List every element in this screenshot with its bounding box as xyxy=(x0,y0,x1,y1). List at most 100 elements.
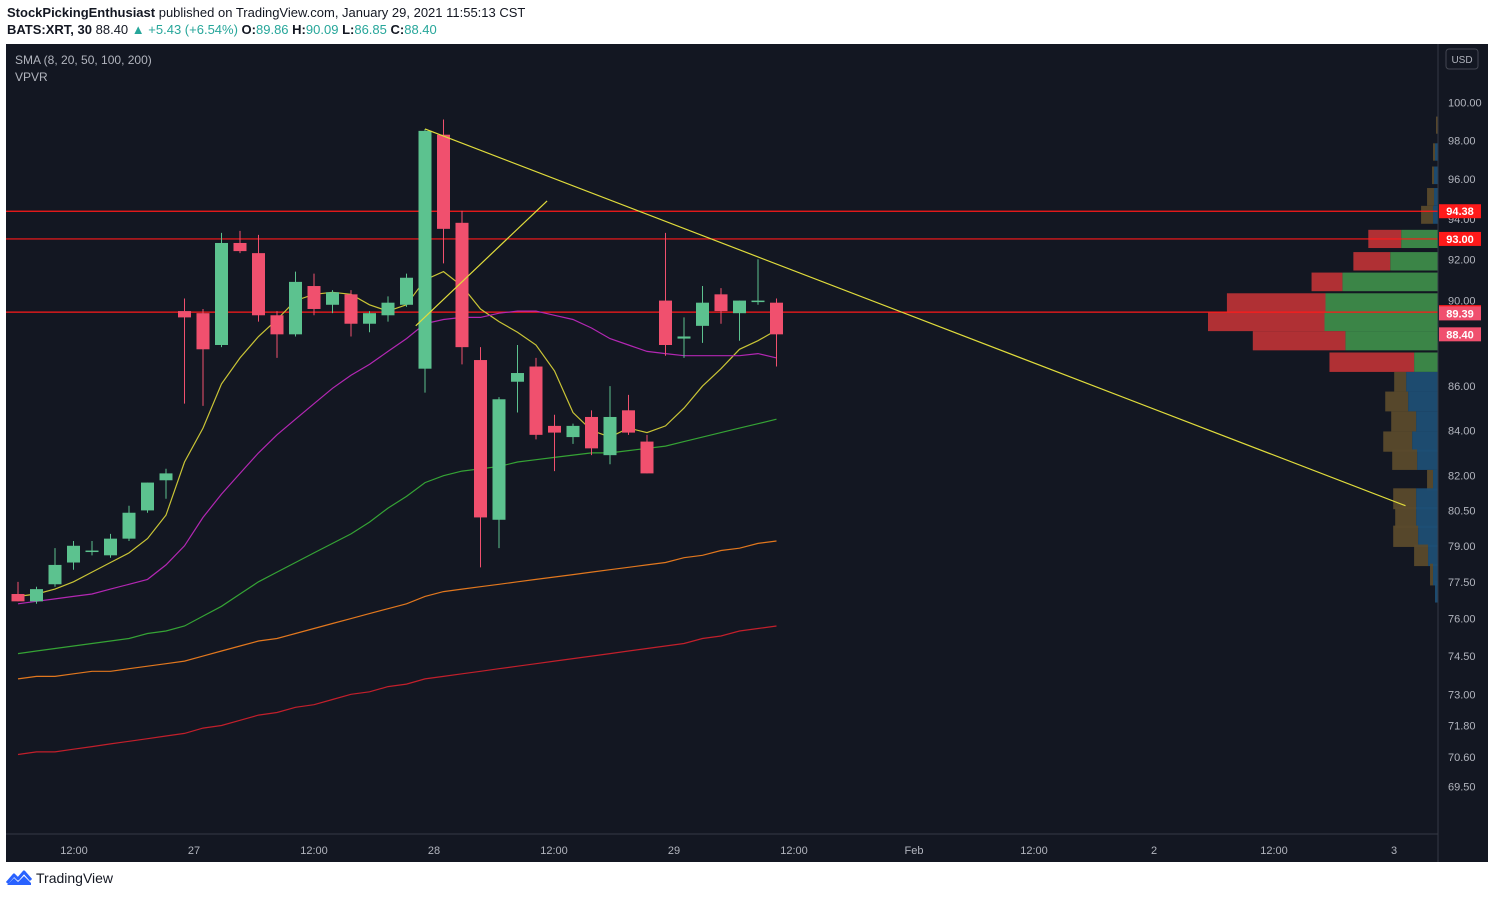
vpvr-up-bar xyxy=(1416,411,1438,432)
vpvr-up-bar xyxy=(1414,352,1438,372)
vpvr-down-bar xyxy=(1427,188,1435,206)
vpvr-up-bar xyxy=(1416,506,1438,528)
symbol[interactable]: BATS:XRT, 30 xyxy=(7,22,92,37)
vpvr-down-bar xyxy=(1421,205,1434,224)
price-axis-label: 86.00 xyxy=(1448,381,1476,393)
price-axis-label: 76.00 xyxy=(1448,614,1476,626)
vpvr-up-bar xyxy=(1390,252,1438,271)
price-tag-text: 89.39 xyxy=(1446,308,1474,320)
open-value: 89.86 xyxy=(256,22,289,37)
publisher-name[interactable]: StockPickingEnthusiast xyxy=(7,5,156,20)
vpvr-up-bar xyxy=(1418,525,1438,547)
price-tag-box xyxy=(1439,231,1481,246)
vpvr-down-bar xyxy=(1432,166,1435,185)
price-axis-label: 96.00 xyxy=(1448,174,1476,186)
price-axis-label: 71.80 xyxy=(1448,721,1476,733)
chart-area[interactable]: 100.00 98.00 96.00 94.00 92.00 90.00 86.00 84.0… xyxy=(6,44,1488,862)
currency-box[interactable] xyxy=(1445,48,1479,70)
vpvr-legend[interactable]: VPVR xyxy=(15,70,48,84)
price-axis-label: 74.50 xyxy=(1448,651,1476,663)
published-text: published on TradingView.com, January 29… xyxy=(158,5,526,20)
price-axis-label: 69.50 xyxy=(1448,782,1476,794)
time-axis-label: 28 xyxy=(428,845,440,857)
price-tag-box xyxy=(1439,306,1481,321)
candle-body xyxy=(178,311,191,318)
candle-body xyxy=(622,410,635,433)
time-axis-label: 12:00 xyxy=(1020,845,1048,857)
chart-header: StockPickingEnthusiast published on Trad… xyxy=(0,0,1494,44)
tradingview-brand[interactable]: TradingView xyxy=(6,870,113,886)
price-axis-label: 90.00 xyxy=(1448,296,1476,308)
close-value: 88.40 xyxy=(404,22,437,37)
price-axis-label: 100.00 xyxy=(1448,97,1482,109)
vpvr-up-bar xyxy=(1433,205,1438,224)
candle-body xyxy=(381,302,395,316)
sma-legend[interactable]: SMA (8, 20, 50, 100, 200) xyxy=(15,53,152,67)
candle-body xyxy=(363,313,376,324)
price-axis-label: 98.00 xyxy=(1448,135,1476,147)
sma-line xyxy=(17,310,777,605)
vpvr-down-bar xyxy=(1208,312,1325,332)
candle-body xyxy=(196,313,210,350)
candle-body xyxy=(529,366,543,435)
change-arrow-icon: ▲ xyxy=(131,22,145,37)
publish-line: StockPickingEnthusiast published on Trad… xyxy=(7,5,525,20)
vpvr-down-bar xyxy=(1252,331,1346,351)
vpvr-down-bar xyxy=(1395,506,1417,528)
high-value: 90.09 xyxy=(305,22,339,37)
time-axis[interactable]: 12:00 27 12:00 28 12:00 29 12:00 Feb 12:00 2 12:00… xyxy=(60,845,1397,857)
brand-name: TradingView xyxy=(36,870,114,886)
vpvr-down-bar xyxy=(1430,563,1434,586)
candle-body xyxy=(307,286,321,309)
low-value: 86.85 xyxy=(354,22,387,37)
vpvr-down-bar xyxy=(1436,116,1438,134)
candle-body xyxy=(585,416,598,449)
candle-body xyxy=(548,425,561,433)
vpvr-up-bar xyxy=(1433,469,1438,491)
time-axis-label: 12:00 xyxy=(60,845,88,857)
candle-body xyxy=(85,550,99,553)
candle-body xyxy=(566,425,580,438)
trendlines xyxy=(415,128,1406,507)
low-label: L: xyxy=(342,22,355,37)
vpvr-up-bar xyxy=(1428,544,1438,567)
symbol-line: BATS:XRT, 30 88.40 ▲ +5.43 (+6.54%) O:89… xyxy=(7,22,437,37)
price-tag-text: 93.00 xyxy=(1446,234,1474,246)
chart-background xyxy=(6,44,1488,862)
vpvr-down-bar xyxy=(1311,272,1343,292)
candles xyxy=(11,119,783,604)
candle-body xyxy=(270,315,284,335)
vpvr-down-bar xyxy=(1433,143,1436,161)
candle-body xyxy=(159,473,173,481)
change-value: +5.43 (+6.54%) xyxy=(148,22,238,37)
time-axis-label: 12:00 xyxy=(300,845,328,857)
price-axis-label: 82.00 xyxy=(1448,471,1476,483)
vpvr-down-bar xyxy=(1383,431,1413,452)
vpvr-up-bar xyxy=(1417,449,1438,470)
vpvr-down-bar xyxy=(1385,391,1409,412)
vpvr-up-bar xyxy=(1433,563,1438,586)
vpvr-down-bar xyxy=(1353,252,1391,271)
vpvr-up-bar xyxy=(1435,143,1438,161)
vpvr-down-bar xyxy=(1427,469,1434,491)
vpvr-down-bar xyxy=(1394,371,1407,392)
candle-body xyxy=(603,416,617,456)
sma-line xyxy=(17,625,777,756)
price-axis[interactable]: 100.0098.0096.0094.0092.0090.0086.0084.0… xyxy=(1448,97,1482,793)
time-axis-label: 12:00 xyxy=(540,845,568,857)
price-axis-label: 92.00 xyxy=(1448,254,1476,266)
vpvr-up-bar xyxy=(1434,188,1438,206)
price-chart[interactable]: 100.0098.0096.0094.0092.0090.0086.0084.0… xyxy=(6,44,1488,862)
candle-body xyxy=(677,336,691,339)
candle-body xyxy=(141,482,154,511)
footer: TradingView xyxy=(0,862,1494,898)
vpvr-down-bar xyxy=(1393,525,1419,547)
candle-body xyxy=(122,512,136,539)
candle-body xyxy=(344,294,358,324)
candle-body xyxy=(437,134,450,229)
price-tag-box xyxy=(1439,204,1481,219)
vpvr-up-bar xyxy=(1324,312,1438,332)
price-axis-label: 80.50 xyxy=(1448,505,1476,517)
candle-body xyxy=(770,302,783,335)
